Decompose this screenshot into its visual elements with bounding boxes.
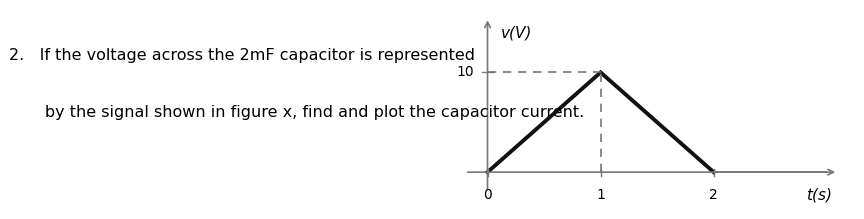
Text: v(V): v(V) — [501, 25, 532, 41]
Text: by the signal shown in figure x, find and plot the capacitor current.: by the signal shown in figure x, find an… — [9, 105, 584, 120]
Text: 2.   If the voltage across the 2mF capacitor is represented: 2. If the voltage across the 2mF capacit… — [9, 48, 474, 63]
Text: 2: 2 — [709, 188, 718, 202]
Text: 10: 10 — [456, 65, 474, 79]
Text: t(s): t(s) — [806, 187, 832, 202]
Text: 1: 1 — [596, 188, 605, 202]
Text: 0: 0 — [483, 188, 492, 202]
